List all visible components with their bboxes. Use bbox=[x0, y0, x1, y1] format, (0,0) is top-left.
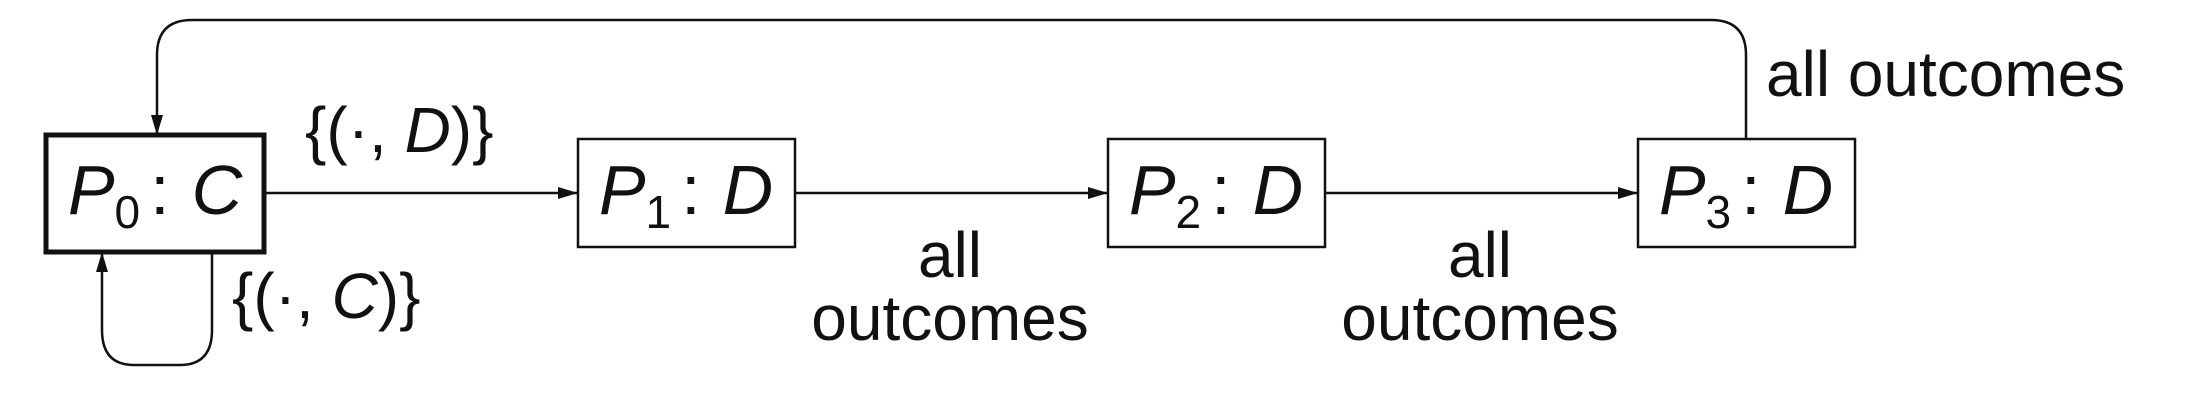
edge-label-p0-p1-dot: · bbox=[348, 94, 369, 166]
state-p3: P3: D bbox=[1636, 137, 1857, 249]
state-p2-label: P2: D bbox=[1129, 151, 1303, 238]
edge-label-p0-p1-comma: , bbox=[369, 94, 405, 166]
state-p0-action: C bbox=[192, 151, 243, 229]
edge-label-p0-p1-close: )} bbox=[451, 94, 494, 166]
edge-label-p0-self-dot: · bbox=[275, 260, 296, 332]
state-p0-name: P bbox=[68, 151, 115, 229]
edge-label-p0-self-close: )} bbox=[378, 260, 421, 332]
state-p3-sep: : bbox=[1741, 151, 1760, 229]
state-p2-name: P bbox=[1129, 151, 1176, 229]
edge-label-p0-p1-open: {( bbox=[305, 94, 348, 166]
edge-label-p0-p1: {(·, D)} bbox=[305, 94, 493, 166]
edge-label-p0-self-open: {( bbox=[232, 260, 275, 332]
edge-label-p3-p0: all outcomes bbox=[1766, 38, 2125, 110]
state-p0-sub: 0 bbox=[115, 186, 141, 238]
state-p1-action: D bbox=[723, 151, 774, 229]
state-p3-action: D bbox=[1783, 151, 1834, 229]
state-p1: P1: D bbox=[576, 137, 797, 249]
edge-label-p0-self-comma: , bbox=[296, 260, 332, 332]
edge-label-p2-p3-line2: outcomes bbox=[1341, 282, 1618, 354]
edge-p0-self-loop bbox=[96, 252, 214, 367]
state-p2-sub: 2 bbox=[1176, 186, 1202, 238]
edge-label-p1-p2-line1: all bbox=[918, 219, 982, 291]
state-p1-label: P1: D bbox=[599, 151, 773, 238]
state-p2-action: D bbox=[1253, 151, 1304, 229]
state-p1-sep: : bbox=[681, 151, 700, 229]
state-p3-name: P bbox=[1659, 151, 1706, 229]
state-p0: P0: C bbox=[43, 132, 267, 255]
edge-label-p1-p2-line2: outcomes bbox=[811, 282, 1088, 354]
state-p0-sep: : bbox=[150, 151, 169, 229]
state-p2-sep: : bbox=[1211, 151, 1230, 229]
state-p1-name: P bbox=[599, 151, 646, 229]
edge-label-p0-p1-action: D bbox=[405, 94, 451, 166]
state-p1-sub: 1 bbox=[646, 186, 672, 238]
edge-p3-p0-return bbox=[151, 18, 1748, 139]
edge-label-p0-self-action: C bbox=[332, 260, 379, 332]
state-p2: P2: D bbox=[1106, 137, 1327, 249]
state-p0-label: P0: C bbox=[68, 151, 243, 238]
state-p3-label: P3: D bbox=[1659, 151, 1833, 238]
edge-label-p0-self: {(·, C)} bbox=[232, 260, 420, 332]
edge-label-p2-p3-line1: all bbox=[1448, 219, 1512, 291]
state-p3-sub: 3 bbox=[1706, 186, 1732, 238]
